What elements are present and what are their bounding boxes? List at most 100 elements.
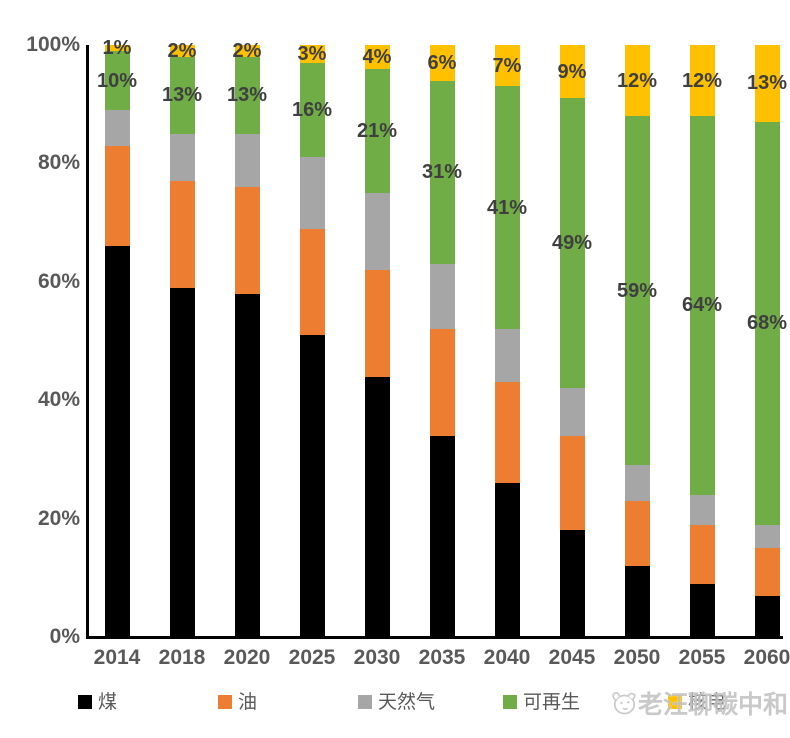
bar-segment-coal-2025 [299, 335, 325, 637]
bar-segment-renewable-2060 [754, 121, 780, 525]
bar-segment-renewable-2055 [689, 116, 715, 495]
x-tick-label-2020: 2020 [223, 646, 271, 669]
nuclear-swatch-icon [668, 695, 682, 709]
bar-segment-nuclear-2040 [494, 45, 520, 87]
bar-segment-oil-2040 [494, 382, 520, 484]
bar-segment-nuclear-2045 [559, 45, 585, 99]
legend-label-natural-gas: 天然气 [378, 692, 436, 713]
y-tick-label-80: 80% [37, 151, 80, 175]
bar-segment-nuclear-2018 [169, 45, 195, 57]
x-tick-label-2035: 2035 [418, 646, 466, 669]
bar-segment-oil-2030 [364, 269, 390, 377]
data-label-renewable-2040: 41% [486, 196, 528, 219]
natural-gas-swatch-icon [358, 695, 372, 709]
data-label-renewable-2050: 59% [616, 279, 658, 302]
oil-swatch-icon [218, 695, 232, 709]
bar-segment-nuclear-2055 [689, 45, 715, 117]
bar-segment-renewable-2035 [429, 80, 455, 265]
bar-segment-nuclear-2060 [754, 45, 780, 122]
bar-segment-natural-gas-2014 [104, 110, 130, 146]
bar-segment-natural-gas-2030 [364, 193, 390, 270]
x-tick-label-2018: 2018 [158, 646, 206, 669]
bar-segment-coal-2020 [234, 293, 260, 637]
bar-segment-coal-2045 [559, 530, 585, 637]
bar-segment-oil-2020 [234, 187, 260, 294]
bar-segment-oil-2055 [689, 524, 715, 584]
bar-segment-renewable-2014 [104, 50, 130, 111]
bar-segment-natural-gas-2018 [169, 133, 195, 182]
data-label-renewable-2014: 10% [96, 69, 138, 92]
bar-segment-nuclear-2030 [364, 45, 390, 69]
legend-label-oil: 油 [238, 692, 258, 713]
legend-label-coal: 煤 [98, 692, 118, 713]
x-tick-label-2060: 2060 [743, 646, 790, 669]
x-axis-line [86, 636, 783, 639]
data-label-nuclear-2055: 12% [681, 69, 723, 92]
data-label-nuclear-2045: 9% [557, 60, 587, 83]
x-tick-label-2055: 2055 [678, 646, 726, 669]
legend: 煤 油 天然气 可再生 核电 [0, 692, 790, 722]
bar-segment-coal-2055 [689, 583, 715, 637]
data-label-renewable-2025: 16% [291, 99, 333, 122]
bar-segment-nuclear-2035 [429, 45, 455, 81]
data-label-nuclear-2025: 3% [297, 42, 327, 65]
bar-segment-coal-2018 [169, 287, 195, 637]
y-tick-label-40: 40% [37, 388, 80, 412]
data-label-nuclear-2018: 2% [167, 39, 197, 62]
data-label-renewable-2018: 13% [161, 84, 203, 107]
data-label-renewable-2045: 49% [551, 232, 593, 255]
x-tick-label-2030: 2030 [353, 646, 401, 669]
bar-segment-coal-2060 [754, 595, 780, 637]
bar-segment-nuclear-2050 [624, 45, 650, 117]
data-label-nuclear-2030: 4% [362, 45, 392, 68]
bar-segment-nuclear-2020 [234, 45, 260, 57]
y-tick-label-60: 60% [37, 269, 80, 293]
bar-segment-nuclear-2025 [299, 45, 325, 63]
bar-segment-nuclear-2014 [104, 45, 130, 51]
legend-label-nuclear: 核电 [688, 692, 727, 713]
bar-segment-oil-2018 [169, 181, 195, 288]
x-tick-label-2014: 2014 [93, 646, 141, 669]
x-tick-label-2045: 2045 [548, 646, 596, 669]
data-label-renewable-2055: 64% [681, 294, 723, 317]
data-label-nuclear-2014: 1% [102, 36, 132, 59]
data-label-nuclear-2035: 6% [427, 51, 457, 74]
bar-segment-oil-2035 [429, 329, 455, 436]
bar-segment-natural-gas-2045 [559, 388, 585, 436]
renewable-swatch-icon [503, 695, 517, 709]
bar-segment-oil-2045 [559, 435, 585, 531]
data-label-renewable-2020: 13% [226, 84, 268, 107]
bar-segment-natural-gas-2060 [754, 524, 780, 549]
bar-segment-natural-gas-2040 [494, 329, 520, 383]
data-label-renewable-2035: 31% [421, 161, 463, 184]
y-tick-label-0: 0% [49, 625, 80, 648]
data-label-nuclear-2040: 7% [492, 54, 522, 77]
bar-segment-coal-2035 [429, 435, 455, 637]
bar-segment-coal-2030 [364, 376, 390, 637]
bar-segment-oil-2014 [104, 145, 130, 247]
bar-segment-coal-2040 [494, 483, 520, 637]
data-label-renewable-2060: 68% [746, 312, 788, 335]
x-tick-label-2050: 2050 [613, 646, 661, 669]
data-label-nuclear-2020: 2% [232, 39, 262, 62]
bar-segment-renewable-2045 [559, 98, 585, 389]
bar-segment-coal-2050 [624, 565, 650, 637]
bar-segment-renewable-2018 [169, 56, 195, 134]
y-tick-label-20: 20% [37, 506, 80, 530]
bar-segment-renewable-2025 [299, 62, 325, 158]
x-tick-label-2025: 2025 [288, 646, 336, 669]
bar-segment-oil-2060 [754, 548, 780, 596]
bar-segment-natural-gas-2050 [624, 465, 650, 501]
x-tick-label-2040: 2040 [483, 646, 531, 669]
bar-segment-renewable-2020 [234, 56, 260, 134]
y-axis-line [86, 45, 89, 637]
bar-segment-coal-2014 [104, 246, 130, 637]
data-label-nuclear-2060: 13% [746, 72, 788, 95]
y-tick-label-100: 100% [26, 33, 80, 56]
bar-segment-renewable-2040 [494, 86, 520, 330]
data-label-renewable-2030: 21% [356, 119, 398, 142]
bar-segment-natural-gas-2020 [234, 133, 260, 188]
bar-segment-oil-2025 [299, 228, 325, 336]
bar-segment-natural-gas-2055 [689, 494, 715, 525]
